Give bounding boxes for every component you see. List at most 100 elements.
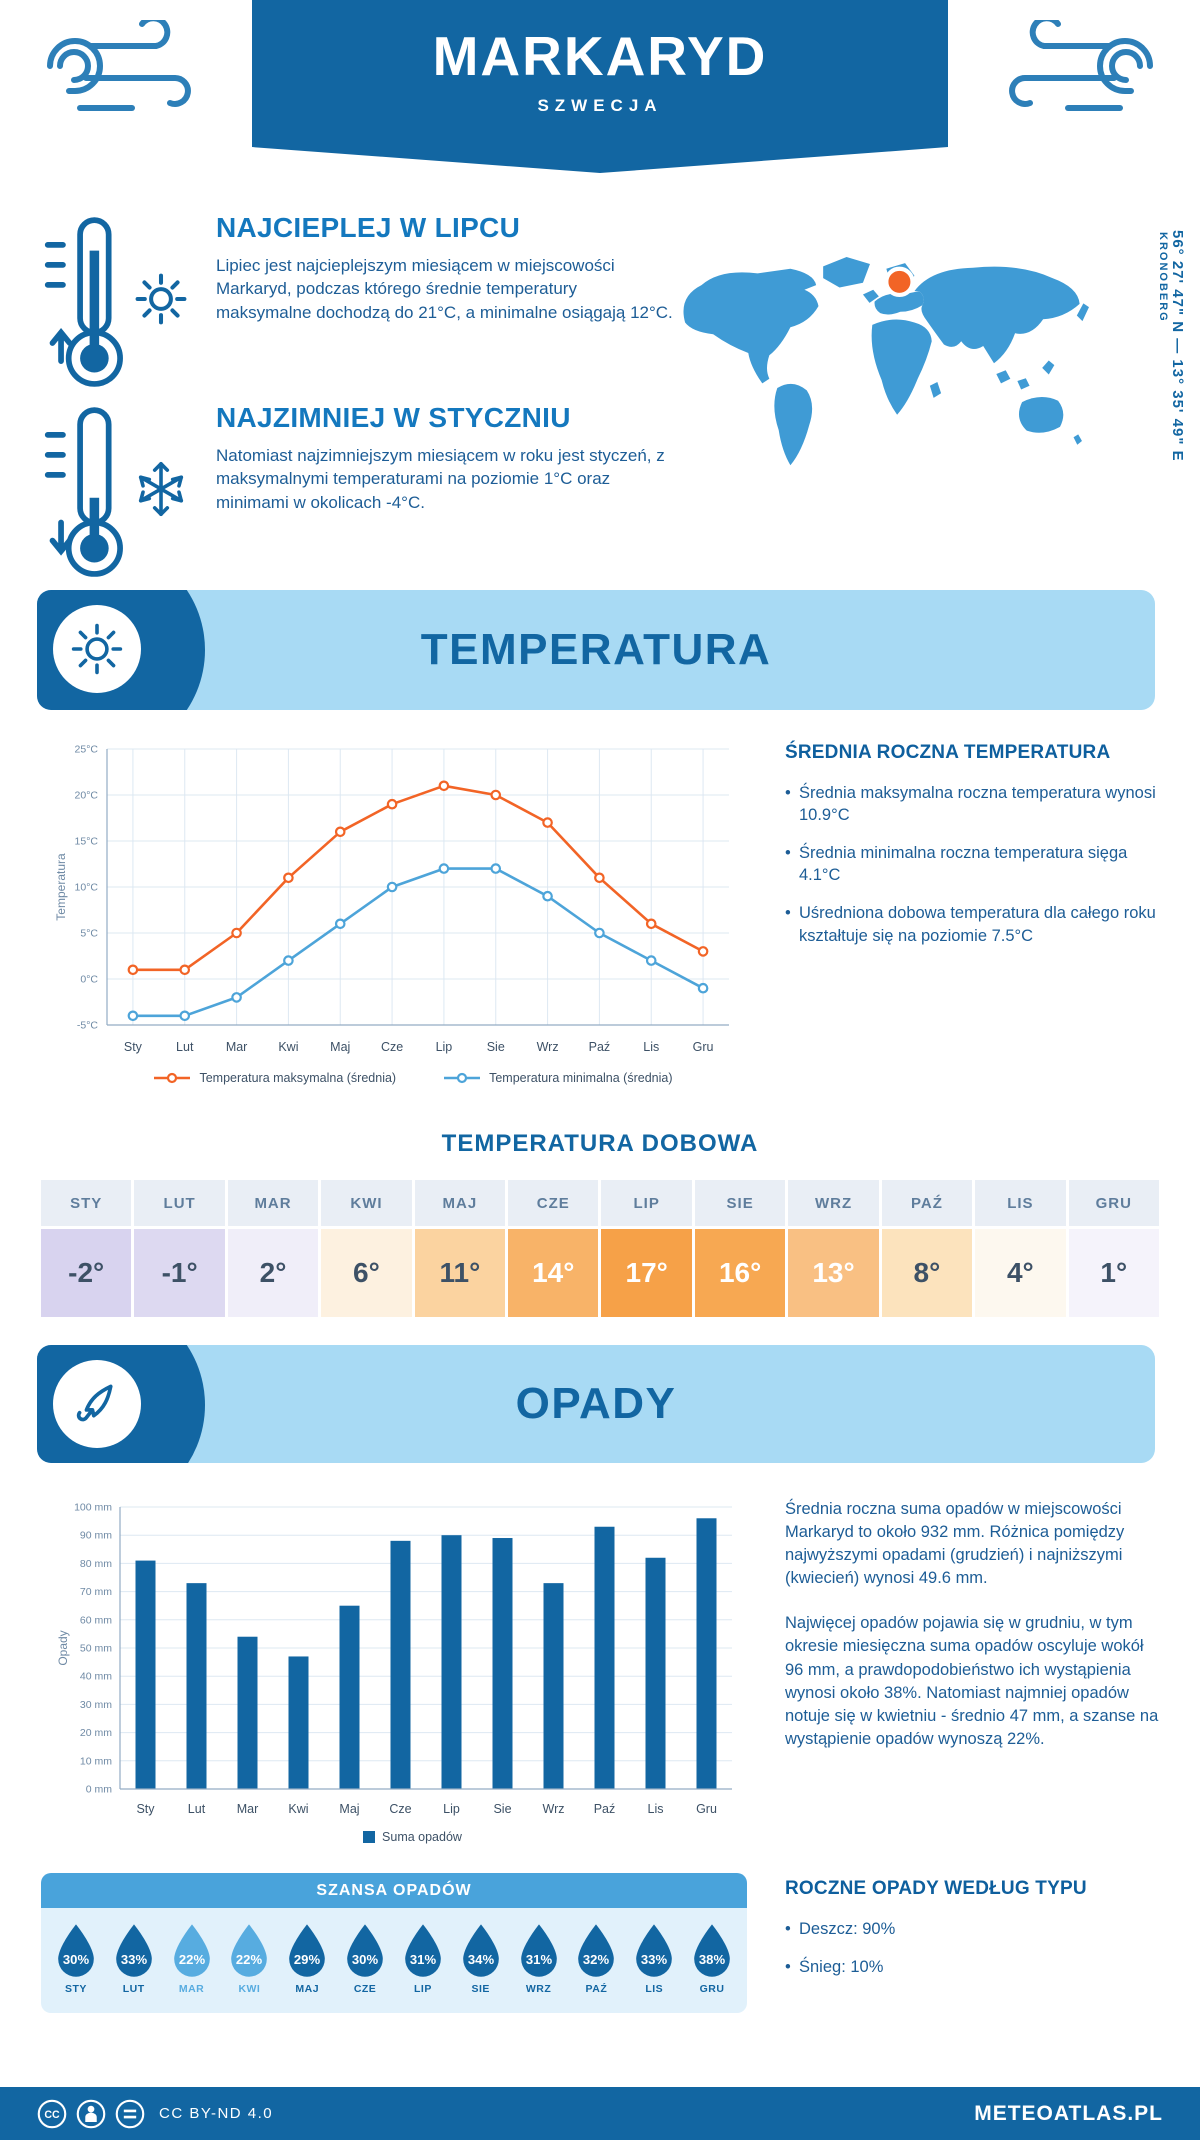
svg-text:Cze: Cze xyxy=(381,1040,403,1054)
brand-text: METEOATLAS.PL xyxy=(974,2101,1163,2125)
temp-legend-item: Temperatura maksymalna (średnia) xyxy=(152,1071,396,1085)
daily-table-value: 11° xyxy=(414,1229,506,1317)
precip-legend-item: Suma opadów xyxy=(363,1830,462,1844)
svg-text:Lut: Lut xyxy=(188,1802,206,1816)
daily-table-months: STY LUT MAR KWI MAJ CZE LIP SIE WRZ PAŹ LIS GRU xyxy=(41,1180,1159,1226)
wind-swirl-icon xyxy=(47,20,191,111)
svg-text:31%: 31% xyxy=(525,1952,552,1967)
footer: CC CC BY-ND 4.0 METEOATLAS.PL xyxy=(0,2087,1200,2140)
license-text: CC BY-ND 4.0 xyxy=(159,2105,274,2122)
svg-text:Kwi: Kwi xyxy=(278,1040,298,1054)
svg-text:Maj: Maj xyxy=(330,1040,350,1054)
daily-table-month: STY xyxy=(41,1180,132,1226)
rain-chance-month: PAŹ xyxy=(585,1983,608,1995)
svg-text:30%: 30% xyxy=(352,1952,379,1967)
daily-table-month: SIE xyxy=(694,1180,786,1226)
line-series-symbol xyxy=(154,1072,191,1084)
daily-table-value: 16° xyxy=(694,1229,786,1317)
svg-text:22%: 22% xyxy=(178,1952,205,1967)
rain-chance-month: KWI xyxy=(238,1983,261,1995)
precipitation-summary: Średnia roczna suma opadów w miejscowośc… xyxy=(785,1498,1159,1773)
thermometer-cold-icon xyxy=(44,407,123,577)
wind-swirl-icon xyxy=(1009,20,1153,111)
temperature-legend: Temperatura maksymalna (średnia) Tempera… xyxy=(55,1071,770,1085)
svg-text:-5°C: -5°C xyxy=(77,1020,99,1032)
svg-text:Mar: Mar xyxy=(226,1040,248,1054)
rain-chance-item: 31% WRZ xyxy=(517,1922,561,1995)
water-drop-icon: 22% xyxy=(173,1924,210,1977)
temperature-summary-title: ŚREDNIA ROCZNA TEMPERATURA xyxy=(785,742,1111,763)
country-subtitle: SZWECJA xyxy=(537,96,663,115)
svg-text:Mar: Mar xyxy=(237,1802,259,1816)
summary-bullet: Średnia minimalna roczna temperatura się… xyxy=(785,842,1159,886)
rain-chance-item: 22% MAR xyxy=(170,1922,214,1995)
cold-month-text: Natomiast najzimniejszym miesiącem w rok… xyxy=(216,446,665,512)
rain-chance-item: 33% LUT xyxy=(112,1922,156,1995)
precip-type-bullet: Śnieg: 10% xyxy=(785,1956,1159,1978)
rain-chance-item: 31% LIP xyxy=(401,1922,445,1995)
rain-chance-item: 33% LIS xyxy=(632,1922,676,1995)
svg-text:Paź: Paź xyxy=(589,1040,611,1054)
daily-table-value: 13° xyxy=(788,1229,879,1317)
rain-chance-month: GRU xyxy=(699,1983,725,1995)
temperature-banner-title: TEMPERATURA xyxy=(420,625,772,674)
rain-chance-month: SIE xyxy=(471,1983,490,1995)
svg-text:33%: 33% xyxy=(641,1952,668,1967)
rain-chance-item: 32% PAŹ xyxy=(574,1922,618,1995)
svg-text:Sie: Sie xyxy=(487,1040,505,1054)
legend-label: Suma opadów xyxy=(382,1830,462,1844)
rain-chance-month: LIS xyxy=(645,1983,664,1995)
daily-table-value: 1° xyxy=(1068,1229,1159,1317)
svg-text:Lis: Lis xyxy=(648,1802,664,1816)
rain-chance-month: CZE xyxy=(353,1983,377,1995)
attribution-person-icon xyxy=(76,2099,106,2128)
svg-text:22%: 22% xyxy=(236,1952,263,1967)
svg-text:90 mm: 90 mm xyxy=(80,1530,112,1542)
svg-text:Gru: Gru xyxy=(693,1040,714,1054)
water-drop-icon: 32% xyxy=(578,1924,615,1977)
daily-table-month: MAJ xyxy=(414,1180,506,1226)
daily-table-month: WRZ xyxy=(788,1180,879,1226)
header-banner: MARKARYD SZWECJA xyxy=(252,0,948,173)
precip-type-summary: ROCZNE OPADY WEDŁUG TYPU Deszcz: 90% Śni… xyxy=(785,1878,1159,1994)
svg-text:30 mm: 30 mm xyxy=(80,1699,112,1711)
coordinates-text: 56° 27' 47" N — 13° 35' 49" E xyxy=(1169,230,1186,462)
rain-chance-row: 30% STY 33% LUT 22% MAR 22% KWI 29% MAJ 30% CZE 31% L… xyxy=(41,1908,747,2013)
svg-text:50 mm: 50 mm xyxy=(80,1643,112,1655)
daily-table-values: -2° -1° 2° 6° 11° 14° 17° 16° 13° 8° 4° 1° xyxy=(41,1229,1159,1317)
water-drop-icon: 30% xyxy=(347,1924,383,1977)
banner-umbrella-badge xyxy=(53,1360,141,1448)
svg-text:Wrz: Wrz xyxy=(537,1040,559,1054)
svg-text:Opady: Opady xyxy=(56,1630,70,1665)
precip-legend-swatch xyxy=(363,1831,376,1843)
water-drop-icon: 30% xyxy=(58,1924,94,1977)
svg-text:25°C: 25°C xyxy=(75,744,99,756)
thermometer-warm-icon xyxy=(44,217,123,387)
svg-text:60 mm: 60 mm xyxy=(80,1614,112,1626)
svg-text:Lip: Lip xyxy=(436,1040,453,1054)
svg-text:Cze: Cze xyxy=(389,1802,411,1816)
svg-text:20 mm: 20 mm xyxy=(80,1727,112,1739)
temperature-chart-block: -5°C 0°C 5°C 10°C 15°C 20°C 25°C Sty Lut Mar Kwi Ma… xyxy=(55,735,770,1085)
rain-chance-month: STY xyxy=(64,1983,87,1995)
svg-text:Maj: Maj xyxy=(339,1802,359,1816)
legend-label: Temperatura minimalna (średnia) xyxy=(489,1071,673,1085)
daily-table-value: 6° xyxy=(321,1229,412,1317)
svg-text:Paź: Paź xyxy=(594,1802,616,1816)
svg-text:Sty: Sty xyxy=(136,1802,155,1816)
daily-table-month: CZE xyxy=(508,1180,599,1226)
license-icons: CC xyxy=(37,2099,145,2129)
svg-text:CC: CC xyxy=(44,2108,60,2120)
no-derivatives-icon xyxy=(115,2099,145,2128)
svg-text:30%: 30% xyxy=(63,1952,90,1967)
svg-text:40 mm: 40 mm xyxy=(80,1671,112,1683)
svg-text:10 mm: 10 mm xyxy=(80,1755,112,1767)
precipitation-chart-svg: 0 mm 10 mm 20 mm 30 mm 40 mm 50 mm 60 mm 70 mm 8… xyxy=(56,1502,732,1816)
city-title: MARKARYD xyxy=(432,25,768,87)
summary-bullet: Średnia maksymalna roczna temperatura wy… xyxy=(785,782,1159,826)
rain-chance-box: SZANSA OPADÓW 30% STY 33% LUT 22% MAR 22% KWI 29… xyxy=(41,1873,747,2013)
sun-icon xyxy=(71,623,123,675)
water-drop-icon: 33% xyxy=(115,1924,152,1977)
daily-table-value: 8° xyxy=(881,1229,973,1317)
